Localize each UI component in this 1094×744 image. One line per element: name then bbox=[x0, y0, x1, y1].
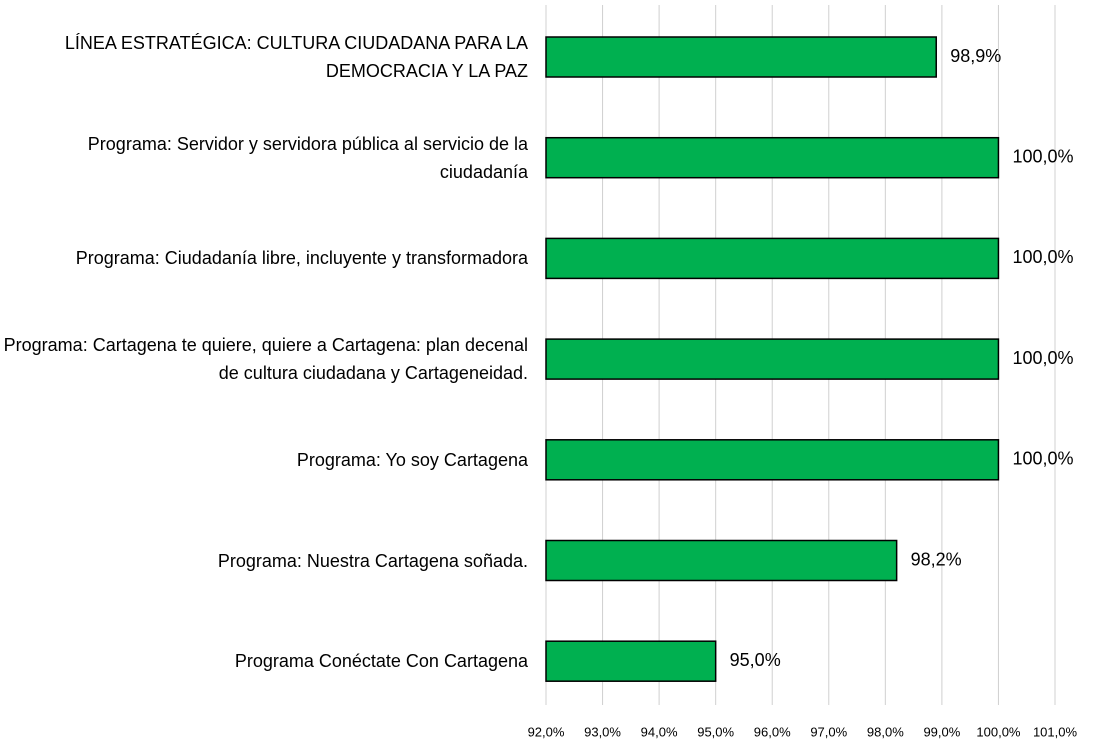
x-tick-label: 99,0% bbox=[923, 724, 960, 739]
x-tick-label: 97,0% bbox=[810, 724, 847, 739]
x-tick-label: 94,0% bbox=[641, 724, 678, 739]
category-label: Programa: Cartagena te quiere, quiere a … bbox=[3, 335, 528, 384]
category-label: Programa: Servidor y servidora pública a… bbox=[87, 133, 528, 182]
value-label: 98,2% bbox=[911, 549, 962, 569]
x-tick-label: 92,0% bbox=[528, 724, 565, 739]
bar bbox=[545, 136, 1000, 179]
category-label: Programa: Nuestra Cartagena soñada. bbox=[217, 550, 528, 571]
bar bbox=[545, 640, 717, 682]
category-label: LÍNEA ESTRATÉGICA: CULTURA CIUDADANA PAR… bbox=[64, 33, 528, 81]
x-tick-label: 98,0% bbox=[867, 724, 904, 739]
value-label: 95,0% bbox=[730, 650, 781, 670]
x-tick-label: 100,0% bbox=[976, 724, 1021, 739]
value-label: 100,0% bbox=[1012, 449, 1073, 469]
x-tick-label: 96,0% bbox=[754, 724, 791, 739]
bar bbox=[545, 539, 898, 582]
bar bbox=[545, 439, 1000, 481]
category-label: Programa: Yo soy Cartagena bbox=[296, 449, 528, 470]
bar bbox=[545, 237, 1000, 280]
category-label: Programa: Ciudadanía libre, incluyente y… bbox=[75, 248, 528, 269]
value-label: 100,0% bbox=[1012, 348, 1073, 368]
value-label: 100,0% bbox=[1012, 247, 1073, 267]
x-tick-label: 93,0% bbox=[584, 724, 621, 739]
x-tick-label: 95,0% bbox=[697, 724, 734, 739]
category-label: Programa Conéctate Con Cartagena bbox=[234, 651, 528, 672]
value-label: 98,9% bbox=[950, 46, 1001, 66]
value-label: 100,0% bbox=[1012, 146, 1073, 166]
bar bbox=[545, 36, 937, 78]
x-tick-label: 101,0% bbox=[1033, 724, 1078, 739]
bar bbox=[545, 338, 1000, 380]
